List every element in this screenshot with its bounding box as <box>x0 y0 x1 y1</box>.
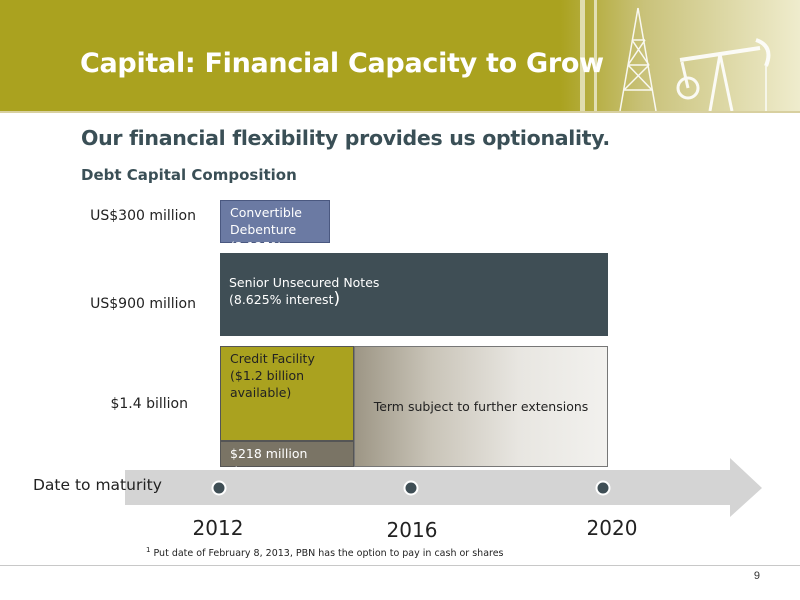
timeline-arrow-shape <box>125 458 762 517</box>
senior-title: Senior Unsecured Notes <box>229 275 380 290</box>
senior-interest: (8.625% interest) <box>229 291 599 308</box>
amount-label-credit: $1.4 billion <box>110 396 188 412</box>
footer-divider <box>0 565 800 566</box>
year-label-2020: 2020 <box>586 516 638 540</box>
page-subtitle: Our financial flexibility provides us op… <box>81 126 610 150</box>
term-extension-text: Term subject to further extensions <box>373 399 589 414</box>
senior-interest-text: (8.625% interest <box>229 292 334 307</box>
footnote: 1 Put date of February 8, 2013, PBN has … <box>146 546 504 559</box>
senior-unsecured-notes-box: Senior Unsecured Notes (8.625% interest) <box>220 253 608 336</box>
oil-pump-illustration <box>560 0 800 111</box>
timeline-marker-2016 <box>403 480 419 496</box>
footnote-text: Put date of February 8, 2013, PBN has th… <box>153 548 504 560</box>
timeline-marker-2020 <box>595 480 611 496</box>
timeline-marker-2012 <box>211 480 227 496</box>
convertible-title: Convertible Debenture <box>230 205 302 237</box>
term-extension-box: Term subject to further extensions <box>354 346 608 467</box>
amount-label-senior: US$900 million <box>90 296 196 312</box>
convertible-debenture-box: Convertible Debenture (3.125% interest) … <box>220 200 330 273</box>
year-label-2016: 2016 <box>386 518 438 542</box>
header-divider <box>0 111 800 113</box>
page-number: 9 <box>753 570 760 582</box>
senior-interest-close: ) <box>333 289 341 309</box>
credit-facility-box: Credit Facility ($1.2 billion available) <box>220 346 354 441</box>
year-label-2012: 2012 <box>192 516 244 540</box>
section-heading: Debt Capital Composition <box>81 166 297 184</box>
header-band: Capital: Financial Capacity to Grow <box>0 0 800 111</box>
footnote-marker: 1 <box>146 546 151 554</box>
drawn-amount-box: $218 million drawn <box>220 441 354 479</box>
timeline-arrow <box>125 458 762 517</box>
timeline-label: Date to maturity <box>33 476 162 494</box>
page-title: Capital: Financial Capacity to Grow <box>80 48 604 79</box>
amount-label-convertible: US$300 million <box>90 208 196 224</box>
credit-available-line2: available) <box>230 385 292 400</box>
credit-available-line1: ($1.2 billion <box>230 368 305 383</box>
credit-title: Credit Facility <box>230 351 315 366</box>
